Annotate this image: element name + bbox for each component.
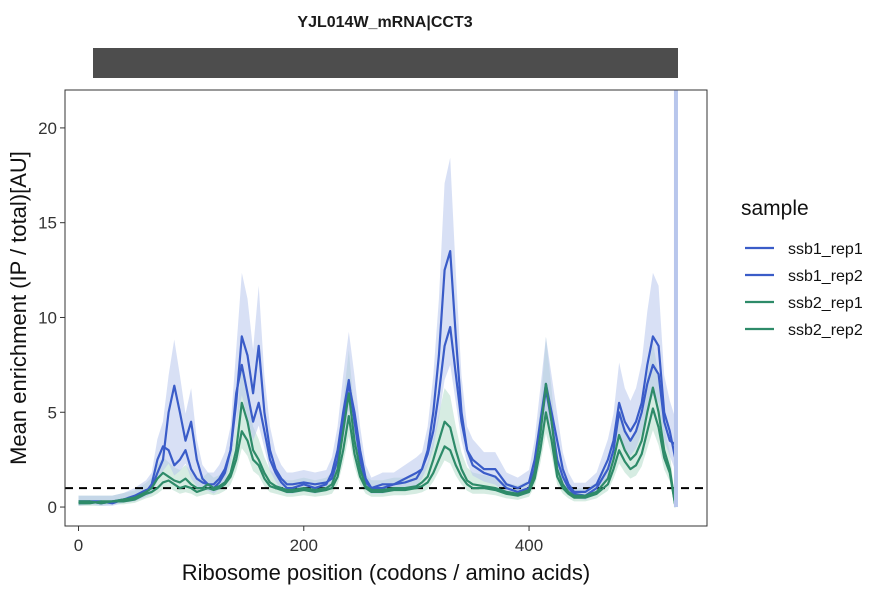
series-line-ssb2_rep2: [78, 407, 677, 508]
series-line-ssb2_rep1: [78, 382, 677, 508]
edge-spike: [673, 90, 678, 508]
facet-strip: [93, 48, 678, 78]
x-tick-label: 200: [290, 536, 318, 555]
legend: sample ssb1_rep1 ssb1_rep2 ssb2_rep1 ssb2_r…: [741, 197, 863, 339]
series-line-ssb1_rep1: [78, 250, 677, 505]
edge-spike-band: [673, 90, 678, 508]
y-tick-label: 5: [48, 403, 57, 422]
y-tick-label: 20: [38, 119, 57, 138]
y-tick-label: 10: [38, 308, 57, 327]
x-tick-label: 0: [74, 536, 83, 555]
y-tick-label: 15: [38, 214, 57, 233]
ssb1-confidence-band: [78, 157, 676, 506]
confidence-bands: [78, 157, 676, 509]
series-lines: [78, 250, 677, 508]
plot-panel-border: [64, 89, 708, 527]
x-axis-title: Ribosome position (codons / amino acids): [182, 560, 590, 585]
legend-label-ssb1_rep2: ssb1_rep2: [788, 268, 863, 285]
legend-label-ssb2_rep2: ssb2_rep2: [788, 322, 863, 339]
x-tick-label: 400: [515, 536, 543, 555]
y-axis: 0 5 10 15 20: [38, 119, 65, 517]
y-axis-title: Mean enrichment (IP / total)[AU]: [6, 151, 31, 465]
x-axis: 0 200 400: [74, 526, 543, 555]
legend-label-ssb2_rep1: ssb2_rep1: [788, 295, 863, 312]
legend-title: sample: [741, 197, 809, 220]
y-tick-label: 0: [48, 498, 57, 517]
legend-label-ssb1_rep1: ssb1_rep1: [788, 241, 863, 258]
chart-title: YJL014W_mRNA|CCT3: [297, 14, 472, 31]
